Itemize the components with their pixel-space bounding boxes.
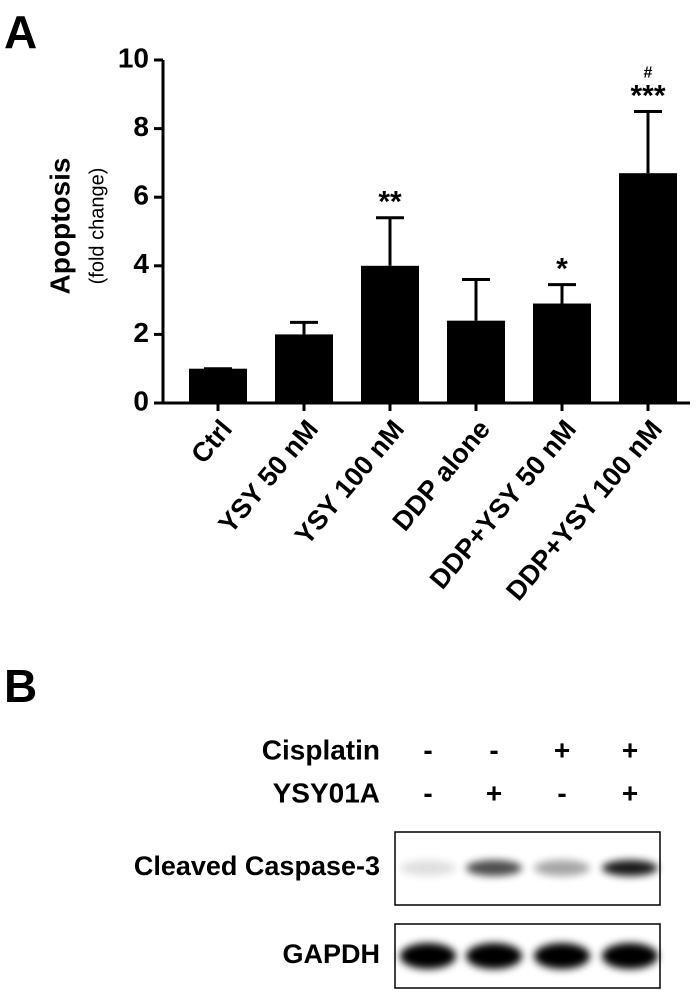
condition-sign: +	[554, 734, 570, 765]
blot-band	[534, 943, 590, 969]
x-tick-label: DDP+YSY 100 nM	[500, 414, 668, 606]
bar	[361, 265, 419, 403]
blot-band	[466, 943, 522, 969]
condition-label: YSY01A	[273, 777, 380, 808]
band-label: Cleaved Caspase-3	[134, 851, 380, 881]
condition-sign: -	[489, 734, 498, 765]
bar	[619, 173, 677, 403]
y-axis-label: Apoptosis	[44, 158, 75, 295]
significance-label: *	[556, 253, 568, 286]
panel-label: B	[4, 660, 37, 712]
blot-band	[400, 860, 456, 876]
y-tick-label: 8	[133, 111, 149, 142]
blot-band	[602, 943, 658, 969]
y-tick-label: 10	[118, 42, 149, 73]
significance-label: ***	[630, 79, 665, 112]
condition-sign: +	[486, 777, 502, 808]
y-tick-label: 0	[133, 385, 149, 416]
condition-sign: -	[557, 777, 566, 808]
y-tick-label: 4	[133, 248, 149, 279]
bar	[447, 320, 505, 403]
condition-sign: -	[423, 777, 432, 808]
significance-label: #	[644, 65, 653, 82]
blot-band	[466, 860, 522, 876]
condition-sign: -	[423, 734, 432, 765]
y-tick-label: 6	[133, 180, 149, 211]
y-axis-sublabel: (fold change)	[86, 168, 108, 285]
y-tick-label: 2	[133, 317, 149, 348]
bar	[189, 368, 247, 403]
blot-band	[534, 860, 590, 876]
condition-sign: +	[622, 734, 638, 765]
condition-sign: +	[622, 777, 638, 808]
bar	[533, 303, 591, 403]
condition-label: Cisplatin	[262, 734, 380, 765]
blot-band	[400, 943, 456, 969]
blot-band	[602, 860, 658, 876]
band-label: GAPDH	[282, 939, 380, 969]
x-tick-label: DDP+YSY 50 nM	[424, 414, 582, 594]
panel-label: A	[4, 6, 37, 58]
significance-label: **	[378, 186, 402, 219]
bar	[275, 334, 333, 403]
x-tick-label: Ctrl	[185, 414, 238, 469]
